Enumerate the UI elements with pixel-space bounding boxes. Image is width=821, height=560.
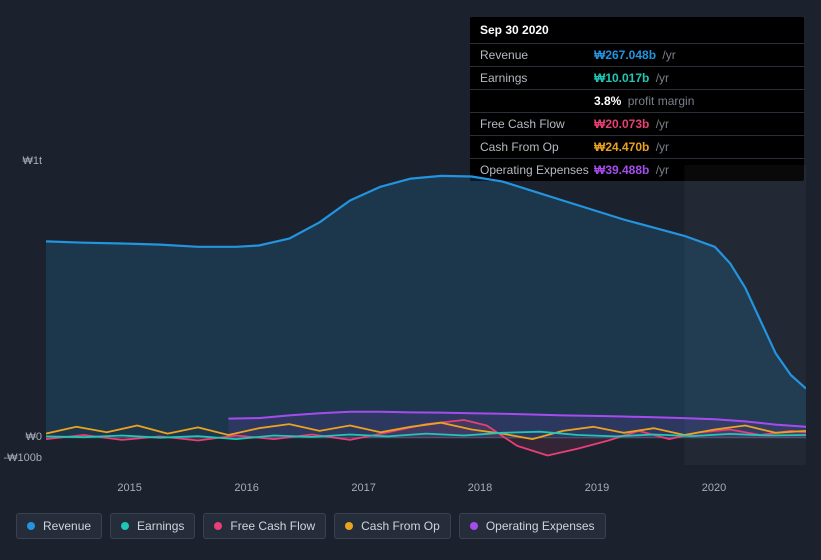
tooltip-row-value: 3.8% — [594, 94, 621, 108]
tooltip-row: 3.8% profit margin — [470, 90, 804, 113]
legend-dot-icon — [345, 522, 353, 530]
tooltip-date: Sep 30 2020 — [470, 17, 804, 44]
legend-dot-icon — [470, 522, 478, 530]
tooltip-row-label — [480, 94, 594, 108]
x-axis-label: 2020 — [702, 482, 726, 494]
legend-label: Earnings — [137, 519, 184, 533]
chart-area: ₩1t₩0-₩100b — [16, 155, 806, 475]
y-axis-label: -₩100b — [0, 452, 42, 464]
tooltip-row-label: Revenue — [480, 48, 594, 62]
tooltip-row-unit: profit margin — [624, 94, 694, 108]
tooltip-row-label: Earnings — [480, 71, 594, 85]
legend-dot-icon — [27, 522, 35, 530]
y-axis-label: ₩1t — [0, 155, 42, 167]
y-axis-label: ₩0 — [0, 431, 42, 443]
tooltip-row-label: Free Cash Flow — [480, 117, 594, 131]
x-axis-label: 2018 — [468, 482, 492, 494]
legend-dot-icon — [121, 522, 129, 530]
legend-label: Free Cash Flow — [230, 519, 315, 533]
tooltip-row: Revenue₩267.048b /yr — [470, 44, 804, 67]
x-axis-label: 2017 — [351, 482, 375, 494]
chart-plot — [46, 165, 806, 465]
x-axis-label: 2015 — [117, 482, 141, 494]
legend-label: Revenue — [43, 519, 91, 533]
tooltip-row: Free Cash Flow₩20.073b /yr — [470, 113, 804, 136]
tooltip-row-value: ₩20.073b — [594, 117, 649, 131]
x-axis-label: 2019 — [585, 482, 609, 494]
tooltip-row-unit: /yr — [652, 117, 669, 131]
tooltip-row-value: ₩24.470b — [594, 140, 649, 154]
legend-label: Operating Expenses — [486, 519, 595, 533]
legend-dot-icon — [214, 522, 222, 530]
legend: Revenue Earnings Free Cash Flow Cash From O… — [16, 513, 606, 539]
legend-label: Cash From Op — [361, 519, 440, 533]
tooltip-row-unit: /yr — [652, 140, 669, 154]
tooltip-row-unit: /yr — [652, 71, 669, 85]
tooltip-row-value: ₩10.017b — [594, 71, 649, 85]
x-axis-label: 2016 — [234, 482, 258, 494]
legend-item-earnings[interactable]: Earnings — [110, 513, 195, 539]
tooltip-row: Earnings₩10.017b /yr — [470, 67, 804, 90]
tooltip-row-unit: /yr — [659, 48, 676, 62]
legend-item-revenue[interactable]: Revenue — [16, 513, 102, 539]
legend-item-cash-from-op[interactable]: Cash From Op — [334, 513, 451, 539]
tooltip-row-value: ₩267.048b — [594, 48, 656, 62]
legend-item-operating-expenses[interactable]: Operating Expenses — [459, 513, 606, 539]
tooltip-row-label: Cash From Op — [480, 140, 594, 154]
legend-item-free-cash-flow[interactable]: Free Cash Flow — [203, 513, 326, 539]
